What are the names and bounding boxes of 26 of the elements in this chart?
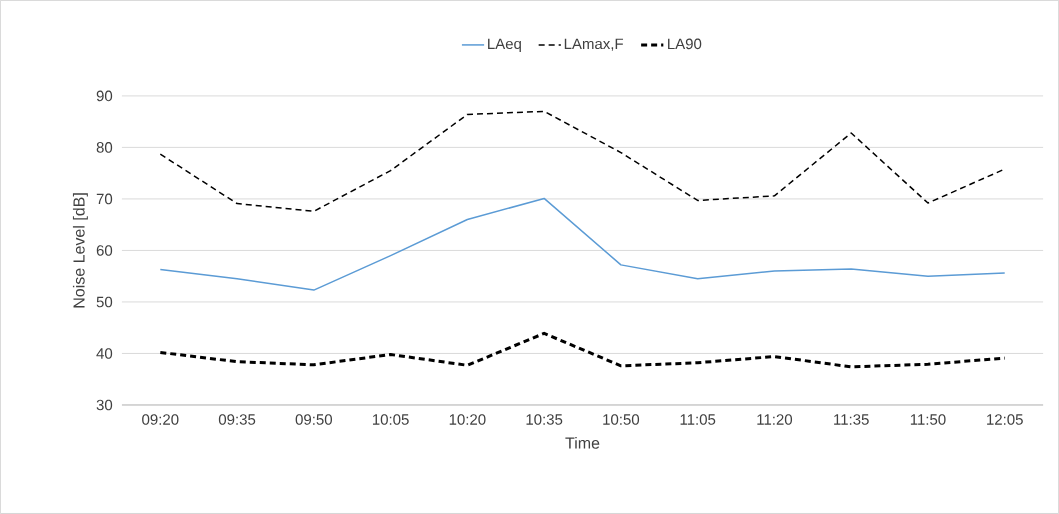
x-tick-label: 11:20 (757, 414, 793, 425)
x-tick-label: 09:20 (142, 414, 179, 425)
x-tick-label: 10:35 (526, 414, 563, 425)
y-tick-label: 40 (96, 348, 113, 359)
y-tick-label: 50 (96, 296, 113, 308)
y-tick-label: 90 (96, 90, 113, 102)
x-axis-title: Time (565, 437, 600, 449)
x-tick-label: 11:50 (910, 414, 946, 425)
legend-label: LAeq (488, 38, 521, 53)
y-tick-label: 70 (96, 193, 113, 205)
line-series (159, 197, 1006, 291)
x-tick-label: 10:20 (449, 414, 486, 425)
x-tick-label: 09:35 (218, 414, 256, 425)
line-series (158, 331, 1007, 369)
y-tick-label: 60 (96, 245, 113, 256)
x-tick-label: 09:50 (295, 414, 333, 425)
legend-label: LAmax,F (564, 38, 624, 51)
legend-label: LA90 (668, 38, 702, 50)
x-tick-label: 10:05 (372, 414, 409, 425)
x-tick-label: 10:50 (603, 414, 640, 425)
y-tick-label: 80 (96, 142, 113, 153)
y-axis-title: Noise Level [dB] (72, 193, 88, 308)
x-tick-label: 11:35 (834, 414, 869, 425)
x-tick-label: 11:05 (680, 414, 716, 425)
x-tick-label: 12:05 (987, 414, 1023, 425)
y-tick-label: 30 (96, 399, 113, 411)
